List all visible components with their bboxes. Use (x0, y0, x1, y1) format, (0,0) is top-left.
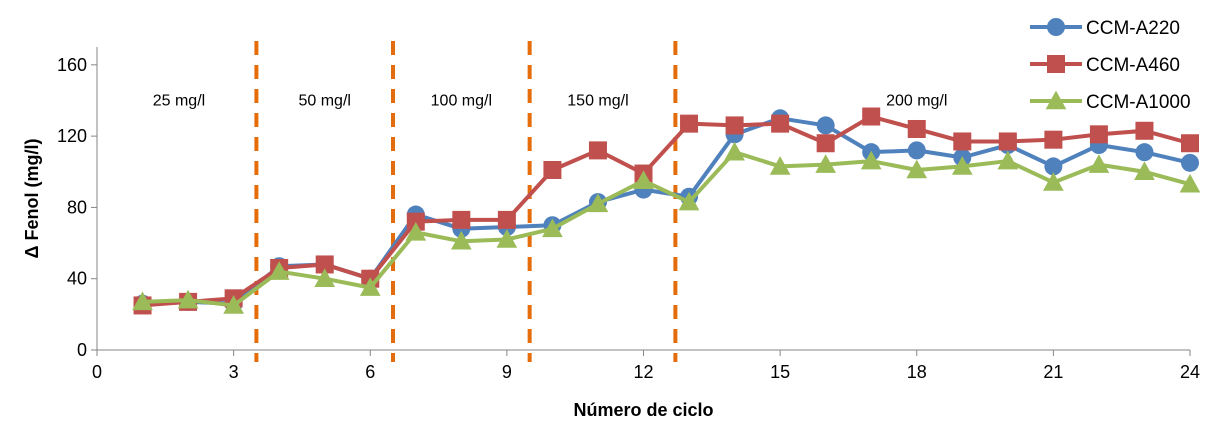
data-point (450, 230, 472, 250)
data-point (678, 191, 700, 211)
data-point (816, 134, 835, 153)
y-tick-label: 160 (57, 55, 87, 75)
phase-label: 150 mg/l (567, 92, 628, 109)
x-tick-label: 18 (907, 362, 927, 382)
legend-item: CCM-A220 (1030, 18, 1180, 39)
data-point (177, 289, 199, 309)
data-point (906, 159, 928, 179)
x-tick-label: 21 (1043, 362, 1063, 382)
data-point (1043, 172, 1064, 191)
y-tick-label: 40 (67, 269, 87, 289)
legend-label: CCM-A1000 (1086, 92, 1191, 113)
data-point (816, 116, 835, 135)
data-point (907, 119, 926, 138)
data-point (815, 154, 837, 173)
data-point (405, 222, 427, 241)
series-line (142, 150, 1191, 308)
data-point (588, 141, 607, 160)
legend: CCM-A220 CCM-A460 CCM-A1000 (1030, 18, 1191, 113)
data-point (1135, 121, 1154, 140)
data-point (1088, 154, 1110, 173)
data-point (633, 170, 654, 189)
phase-label: 100 mg/l (431, 92, 492, 109)
data-point (543, 160, 562, 179)
data-point (496, 229, 518, 248)
data-point (680, 114, 699, 133)
legend-label: CCM-A460 (1086, 55, 1180, 76)
data-point (1181, 134, 1199, 153)
axes: 0 40 80 120 160 0 3 6 9 12 15 18 21 24 (57, 47, 1200, 382)
data-point (725, 116, 744, 135)
data-point (1135, 143, 1154, 162)
phase-label: 25 mg/l (153, 92, 205, 109)
data-point (497, 210, 516, 229)
data-point (359, 277, 381, 296)
phase-label: 200 mg/l (886, 92, 947, 109)
x-axis-title: Número de ciclo (573, 400, 713, 420)
data-point (951, 156, 973, 175)
data-point (1089, 125, 1108, 144)
data-point (1044, 157, 1063, 176)
phase-labels: 25 mg/l 50 mg/l 100 mg/l 150 mg/l 200 mg/l (153, 92, 948, 109)
series-ccm-a460 (133, 107, 1199, 315)
data-point (452, 210, 471, 229)
legend-marker (1045, 90, 1067, 110)
x-tick-label: 3 (229, 362, 239, 382)
data-point (953, 132, 972, 151)
data-point (587, 193, 609, 213)
x-tick-label: 0 (92, 362, 102, 382)
phase-dividers (254, 41, 678, 362)
data-point (223, 295, 244, 314)
legend-marker (1047, 55, 1065, 73)
y-tick-label: 0 (77, 340, 87, 360)
data-point (997, 150, 1019, 170)
series-line (142, 114, 1191, 308)
legend-item: CCM-A460 (1030, 55, 1180, 76)
series-layer (132, 107, 1201, 315)
data-point (907, 141, 926, 160)
data-point (724, 141, 745, 161)
data-point (1179, 173, 1201, 193)
data-point (132, 291, 153, 311)
data-point (268, 261, 290, 280)
data-point (542, 218, 563, 238)
phase-label: 50 mg/l (298, 92, 350, 109)
series-ccm-a1000 (132, 141, 1201, 314)
y-tick-label: 120 (57, 126, 87, 146)
data-point (1181, 153, 1199, 172)
legend-marker (1047, 18, 1065, 36)
data-point (315, 255, 334, 274)
data-point (1044, 130, 1063, 149)
x-tick-label: 15 (770, 362, 790, 382)
data-point (406, 212, 425, 231)
x-tick-label: 6 (365, 362, 375, 382)
data-point (862, 107, 881, 126)
data-point (998, 132, 1017, 151)
data-point (860, 150, 882, 170)
x-tick-label: 24 (1180, 362, 1200, 382)
data-point (1134, 161, 1155, 181)
x-tick-label: 9 (502, 362, 512, 382)
y-axis-title: Δ Fenol (mg/l) (22, 139, 42, 259)
legend-item: CCM-A1000 (1030, 90, 1191, 113)
data-point (314, 268, 336, 287)
y-tick-label: 80 (67, 197, 87, 217)
legend-label: CCM-A220 (1086, 18, 1180, 39)
x-tick-label: 12 (633, 362, 653, 382)
data-point (769, 156, 791, 175)
data-point (771, 114, 790, 133)
